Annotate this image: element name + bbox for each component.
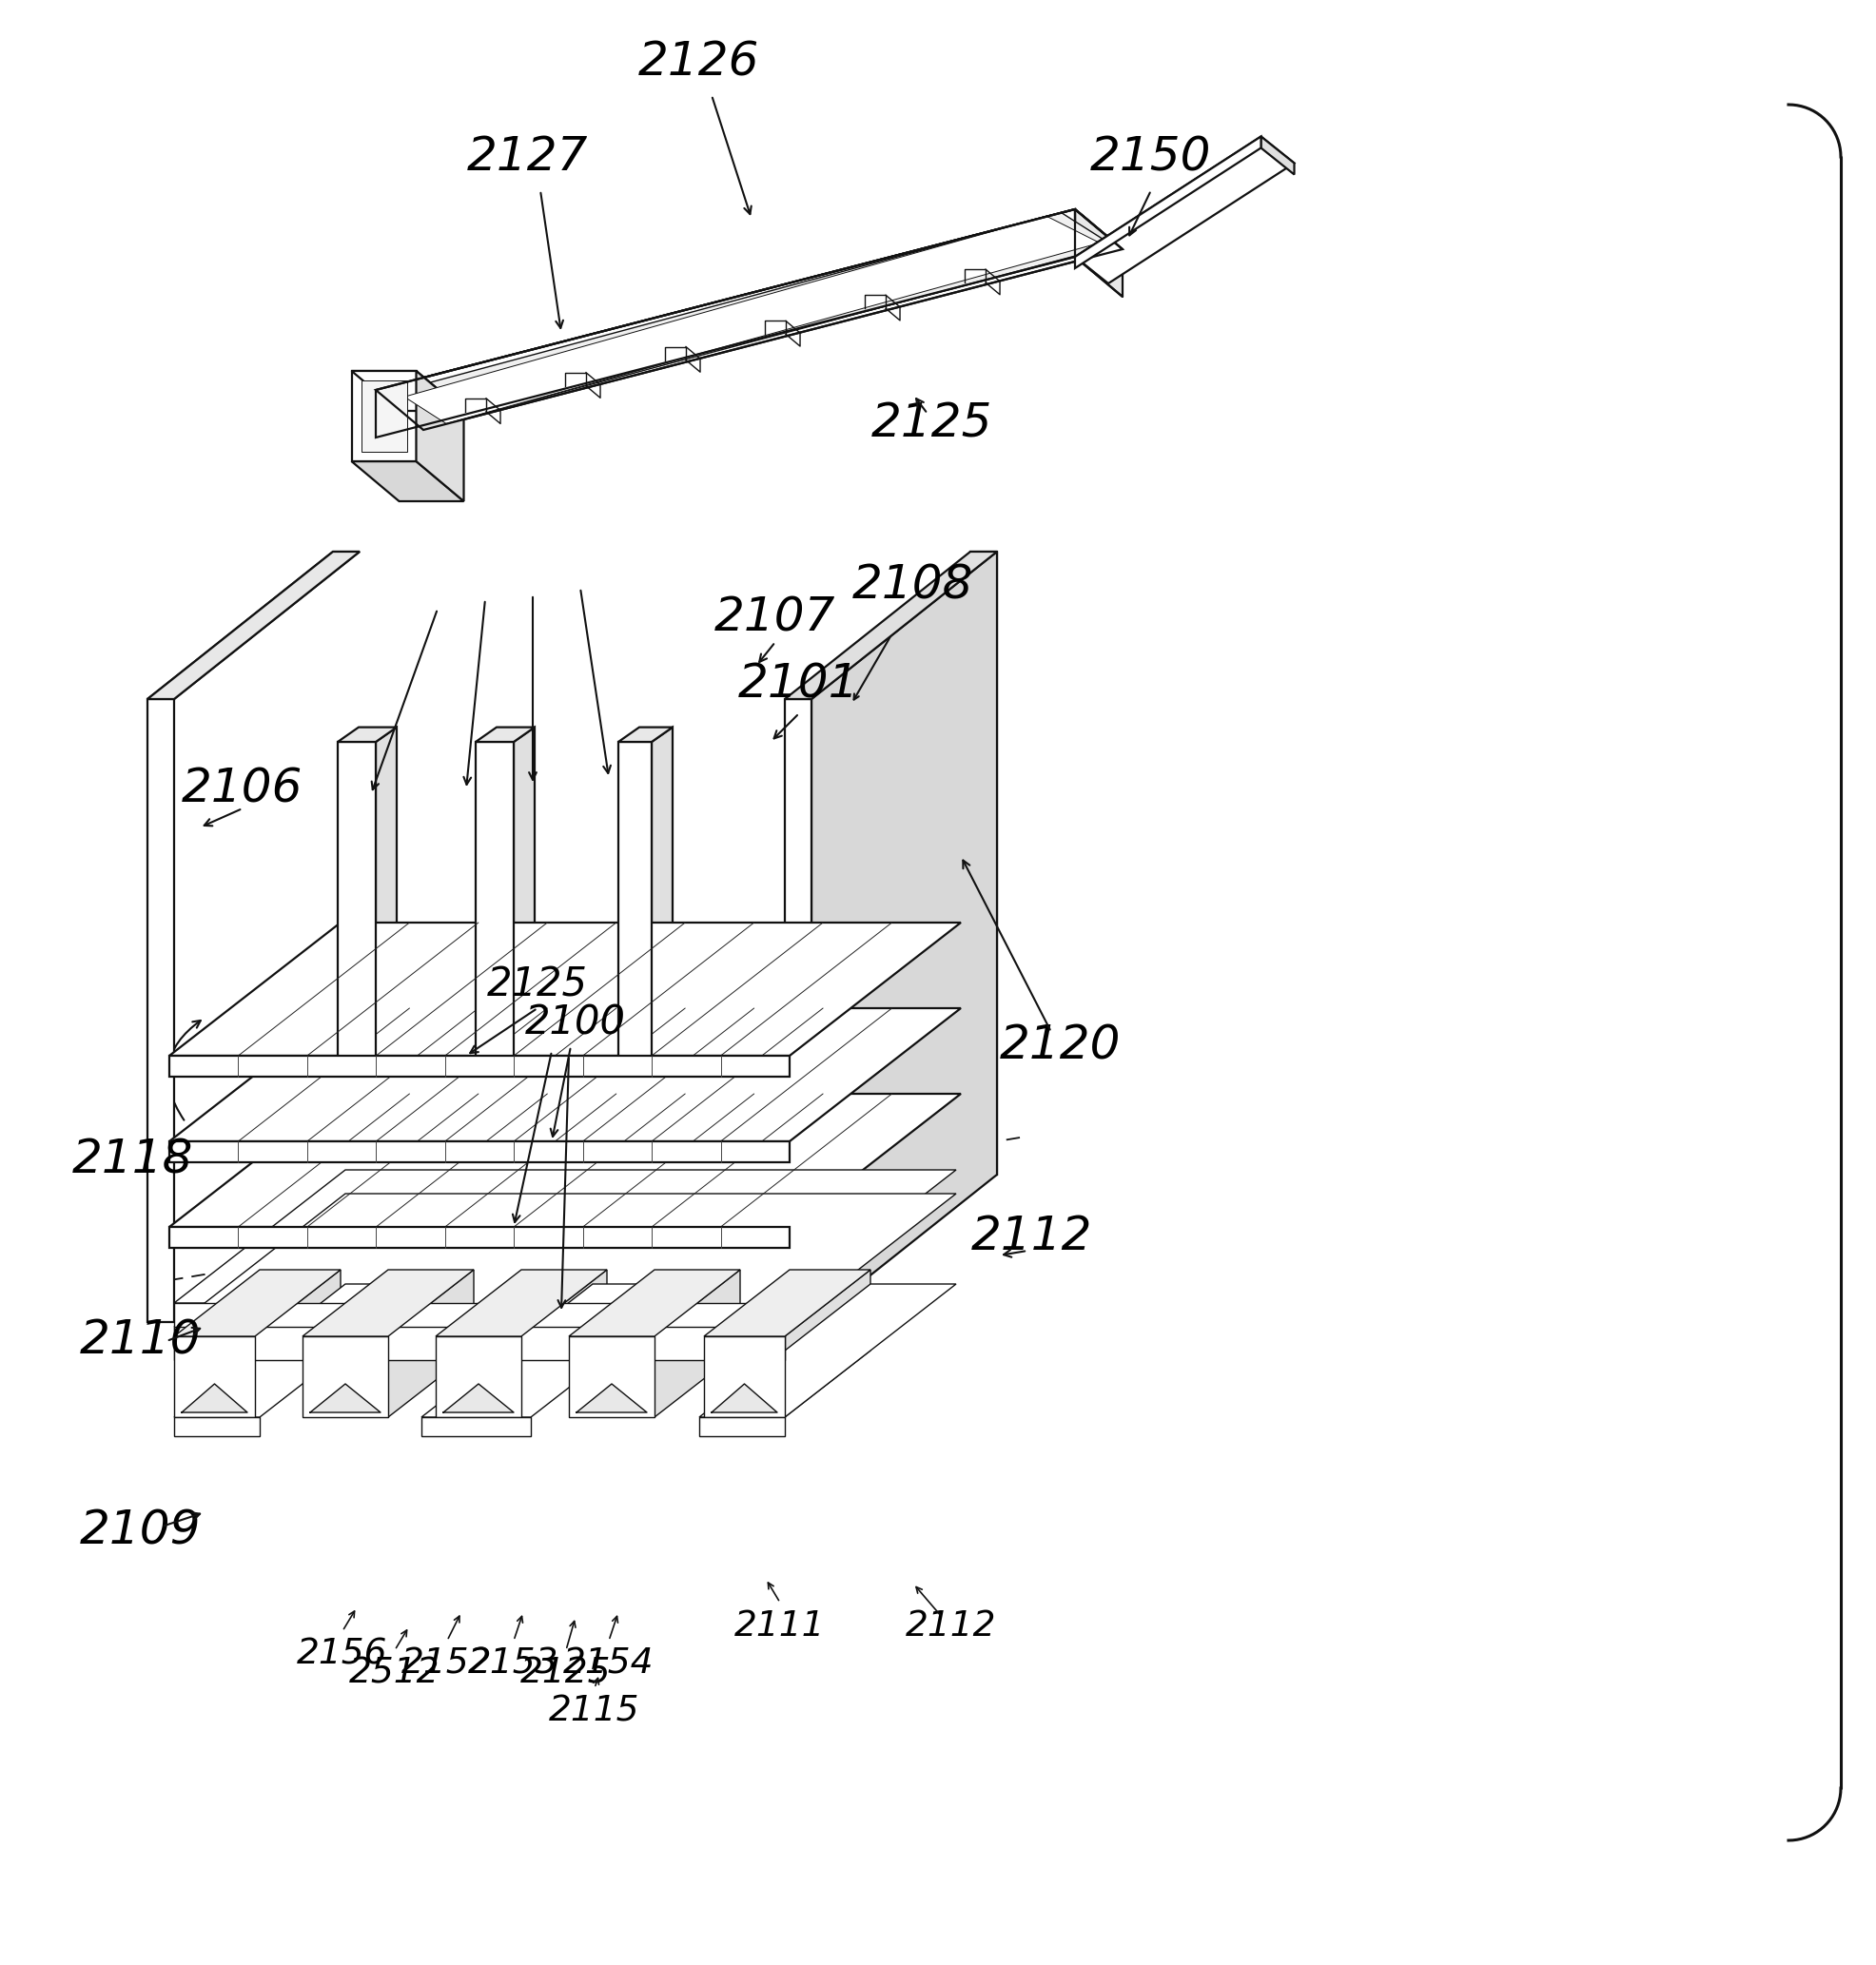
Polygon shape bbox=[1075, 136, 1261, 267]
Polygon shape bbox=[148, 700, 174, 1322]
Polygon shape bbox=[351, 371, 463, 411]
Text: 2108: 2108 bbox=[852, 562, 974, 607]
Polygon shape bbox=[375, 208, 1075, 438]
Polygon shape bbox=[416, 371, 463, 501]
Text: 2127: 2127 bbox=[467, 134, 589, 179]
Polygon shape bbox=[174, 1193, 957, 1326]
Text: 2150: 2150 bbox=[1090, 134, 1212, 179]
Polygon shape bbox=[390, 212, 1114, 426]
Polygon shape bbox=[174, 1269, 341, 1336]
Polygon shape bbox=[169, 1055, 790, 1077]
Polygon shape bbox=[1075, 136, 1294, 283]
Polygon shape bbox=[148, 552, 360, 700]
Polygon shape bbox=[182, 1383, 248, 1413]
Polygon shape bbox=[522, 1269, 608, 1417]
Polygon shape bbox=[568, 1269, 741, 1336]
Polygon shape bbox=[174, 1303, 784, 1336]
Polygon shape bbox=[704, 1336, 784, 1417]
Polygon shape bbox=[443, 1383, 514, 1413]
Polygon shape bbox=[148, 552, 360, 700]
Polygon shape bbox=[388, 1269, 475, 1417]
Polygon shape bbox=[351, 371, 416, 462]
Polygon shape bbox=[576, 1383, 647, 1413]
Polygon shape bbox=[1075, 208, 1122, 297]
Polygon shape bbox=[514, 727, 535, 1065]
Polygon shape bbox=[405, 216, 1099, 424]
Polygon shape bbox=[435, 1269, 608, 1336]
Polygon shape bbox=[360, 381, 407, 452]
Polygon shape bbox=[255, 1269, 341, 1417]
Polygon shape bbox=[619, 743, 651, 1065]
Text: 2112: 2112 bbox=[906, 1609, 996, 1643]
Text: 2125: 2125 bbox=[872, 401, 992, 446]
Text: 2107: 2107 bbox=[715, 595, 837, 641]
Polygon shape bbox=[169, 1142, 790, 1161]
Text: 2120: 2120 bbox=[1000, 1024, 1122, 1069]
Polygon shape bbox=[351, 462, 463, 501]
FancyArrowPatch shape bbox=[167, 1020, 201, 1120]
Polygon shape bbox=[651, 727, 673, 1065]
Text: 2154: 2154 bbox=[563, 1647, 655, 1682]
Polygon shape bbox=[700, 1417, 784, 1436]
Polygon shape bbox=[568, 1336, 655, 1417]
Polygon shape bbox=[619, 727, 673, 743]
Polygon shape bbox=[477, 743, 514, 1065]
Polygon shape bbox=[435, 1336, 522, 1417]
Text: 2125: 2125 bbox=[488, 965, 587, 1004]
Polygon shape bbox=[338, 727, 396, 743]
Polygon shape bbox=[655, 1269, 741, 1417]
Polygon shape bbox=[174, 1417, 259, 1436]
Polygon shape bbox=[784, 700, 812, 1322]
Polygon shape bbox=[422, 1283, 702, 1417]
Polygon shape bbox=[704, 1269, 870, 1336]
Polygon shape bbox=[302, 1336, 388, 1417]
Text: 2118: 2118 bbox=[73, 1138, 193, 1183]
Polygon shape bbox=[812, 552, 996, 1322]
Polygon shape bbox=[174, 1283, 431, 1417]
Text: 2109: 2109 bbox=[81, 1509, 201, 1554]
Polygon shape bbox=[375, 208, 1122, 430]
Text: 2152: 2152 bbox=[401, 1647, 493, 1682]
Polygon shape bbox=[375, 727, 396, 1065]
Text: 2153: 2153 bbox=[469, 1647, 559, 1682]
Polygon shape bbox=[174, 1326, 784, 1360]
Polygon shape bbox=[169, 1095, 961, 1226]
Polygon shape bbox=[784, 1269, 870, 1417]
Text: 2126: 2126 bbox=[638, 39, 760, 84]
Text: 2125: 2125 bbox=[522, 1656, 612, 1692]
Polygon shape bbox=[169, 1008, 961, 1142]
Polygon shape bbox=[422, 1417, 531, 1436]
Polygon shape bbox=[477, 727, 535, 743]
Polygon shape bbox=[169, 1226, 790, 1248]
Text: 2106: 2106 bbox=[182, 766, 304, 812]
Polygon shape bbox=[700, 1283, 957, 1417]
Text: 2110: 2110 bbox=[81, 1319, 201, 1364]
Polygon shape bbox=[174, 1169, 957, 1303]
Polygon shape bbox=[338, 743, 375, 1065]
Polygon shape bbox=[784, 552, 996, 700]
Text: 2112: 2112 bbox=[972, 1214, 1094, 1260]
Text: 2156: 2156 bbox=[296, 1637, 388, 1672]
Text: 2115: 2115 bbox=[550, 1696, 640, 1729]
Polygon shape bbox=[302, 1269, 475, 1336]
Polygon shape bbox=[970, 552, 996, 1175]
Polygon shape bbox=[711, 1383, 777, 1413]
Text: 2512: 2512 bbox=[349, 1656, 441, 1692]
Text: 2100: 2100 bbox=[525, 1002, 627, 1041]
Polygon shape bbox=[1261, 136, 1294, 175]
Polygon shape bbox=[310, 1383, 381, 1413]
Polygon shape bbox=[169, 924, 961, 1055]
Text: 2111: 2111 bbox=[735, 1609, 825, 1643]
Polygon shape bbox=[174, 1336, 255, 1417]
Text: 2101: 2101 bbox=[739, 662, 859, 707]
